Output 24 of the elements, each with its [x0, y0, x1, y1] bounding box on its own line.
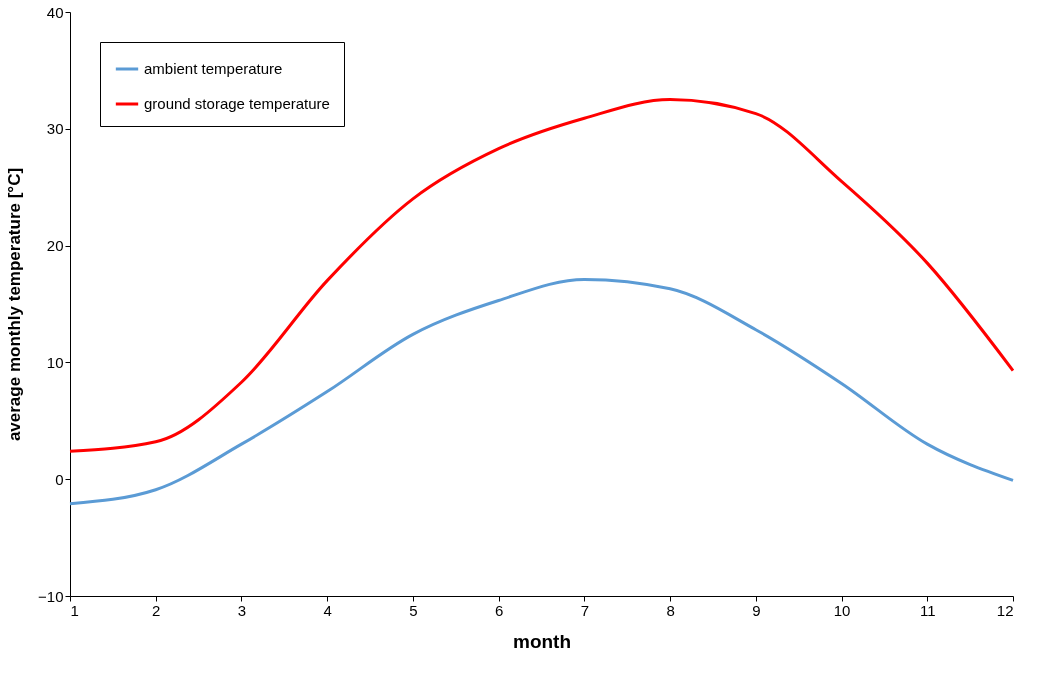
- legend-label: ambient temperature: [144, 60, 283, 77]
- x-tick-label: 2: [152, 601, 161, 619]
- legend-label: ground storage temperature: [144, 95, 330, 112]
- x-tick-label: 4: [323, 601, 332, 619]
- y-tick-label: 10: [46, 353, 64, 371]
- x-tick-label: 5: [409, 601, 418, 619]
- y-tick-label: 0: [55, 470, 64, 488]
- line-series: [68, 277, 1015, 506]
- line-series: [68, 98, 1015, 453]
- y-axis-title: average monthly temperature [°C]: [5, 167, 25, 442]
- x-tick-label: 9: [752, 601, 761, 619]
- y-tick-label: 40: [46, 3, 64, 21]
- y-tick-label: 20: [46, 237, 64, 255]
- x-tick-label: 6: [494, 601, 504, 619]
- x-axis-title: month: [512, 630, 572, 652]
- x-tick-label: 11: [919, 601, 936, 619]
- x-tick-label: 1: [70, 601, 79, 619]
- y-tick-label: −10: [38, 587, 64, 605]
- x-tick-label: 10: [833, 601, 851, 619]
- x-tick-label: 7: [580, 601, 590, 619]
- y-tick-label: 30: [46, 120, 64, 138]
- x-tick-label: 12: [996, 601, 1014, 619]
- x-tick-label: 3: [237, 601, 247, 619]
- x-tick-label: 8: [666, 601, 675, 619]
